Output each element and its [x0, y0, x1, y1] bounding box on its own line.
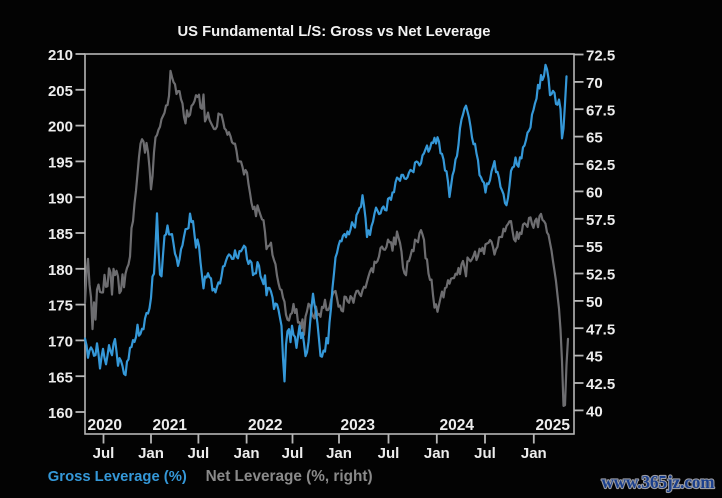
svg-text:2025: 2025 — [536, 417, 571, 434]
svg-text:42.5: 42.5 — [586, 376, 615, 393]
svg-text:185: 185 — [48, 226, 73, 243]
svg-text:52.5: 52.5 — [586, 267, 615, 284]
svg-text:175: 175 — [48, 298, 73, 315]
svg-text:Jul: Jul — [378, 445, 400, 462]
svg-text:180: 180 — [48, 262, 73, 279]
svg-text:2021: 2021 — [153, 417, 188, 434]
svg-text:57.5: 57.5 — [586, 212, 615, 229]
svg-text:2023: 2023 — [341, 417, 376, 434]
svg-text:50: 50 — [586, 294, 603, 311]
svg-text:US Fundamental L/S: Gross vs N: US Fundamental L/S: Gross vs Net Leverag… — [178, 23, 491, 40]
svg-text:2020: 2020 — [88, 417, 122, 434]
svg-text:200: 200 — [48, 119, 73, 136]
svg-text:www.365jz.com: www.365jz.com — [602, 472, 715, 492]
svg-text:Jan: Jan — [234, 445, 260, 462]
svg-text:Jul: Jul — [188, 445, 210, 462]
svg-text:40: 40 — [586, 404, 603, 421]
svg-text:Jan: Jan — [326, 445, 352, 462]
svg-text:Jan: Jan — [521, 445, 547, 462]
svg-text:Gross Leverage (%): Gross Leverage (%) — [48, 468, 187, 485]
svg-text:Jul: Jul — [474, 445, 496, 462]
svg-text:190: 190 — [48, 190, 73, 207]
svg-text:195: 195 — [48, 155, 73, 172]
svg-text:60: 60 — [586, 185, 603, 202]
svg-text:45: 45 — [586, 349, 603, 366]
svg-text:160: 160 — [48, 405, 73, 422]
svg-text:Jan: Jan — [424, 445, 450, 462]
svg-text:Jan: Jan — [138, 445, 164, 462]
svg-text:70: 70 — [586, 75, 603, 92]
svg-text:Net Leverage (%, right): Net Leverage (%, right) — [206, 468, 373, 485]
svg-text:210: 210 — [48, 47, 73, 64]
svg-text:205: 205 — [48, 83, 73, 100]
svg-text:165: 165 — [48, 369, 73, 386]
svg-text:Jul: Jul — [93, 445, 115, 462]
svg-text:2022: 2022 — [248, 417, 282, 434]
svg-text:170: 170 — [48, 334, 73, 351]
svg-text:47.5: 47.5 — [586, 321, 615, 338]
svg-text:2024: 2024 — [440, 417, 475, 434]
svg-text:62.5: 62.5 — [586, 157, 615, 174]
svg-text:65: 65 — [586, 130, 603, 147]
svg-text:55: 55 — [586, 239, 603, 256]
svg-text:72.5: 72.5 — [586, 48, 615, 65]
svg-text:67.5: 67.5 — [586, 102, 615, 119]
svg-text:Jul: Jul — [282, 445, 304, 462]
